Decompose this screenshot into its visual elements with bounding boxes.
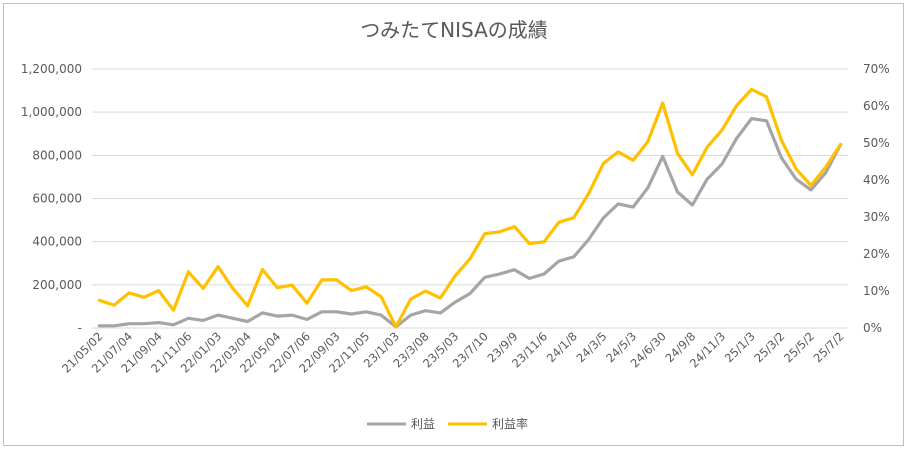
right-axis: 0% 10% 20% 30% 40% 50% 60% 70% — [863, 62, 890, 335]
right-tick-label: 0% — [863, 321, 882, 335]
legend: 利益 利益率 — [367, 416, 528, 431]
x-tick-label: 25/5/2 — [781, 329, 817, 365]
left-tick-label: 600,000 — [32, 192, 82, 206]
x-axis: 21/05/0221/07/0421/09/0421/11/0622/01/03… — [59, 329, 847, 375]
left-tick-label: 400,000 — [32, 235, 82, 249]
chart-frame — [3, 3, 904, 446]
right-tick-label: 10% — [863, 284, 890, 298]
legend-label-profit-rate: 利益率 — [492, 416, 528, 431]
x-tick-label: 24/3/5 — [573, 329, 609, 365]
right-tick-label: 20% — [863, 247, 890, 261]
series-line-profit — [97, 116, 843, 329]
x-tick-label: 25/3/2 — [751, 329, 787, 365]
left-tick-label: - — [78, 321, 82, 335]
gridlines — [92, 68, 848, 329]
right-tick-label: 40% — [863, 173, 890, 187]
legend-label-profit: 利益 — [411, 417, 435, 431]
right-tick-label: 60% — [863, 99, 890, 113]
right-tick-label: 70% — [863, 62, 890, 76]
right-tick-label: 30% — [863, 210, 890, 224]
series-layer — [97, 87, 843, 329]
chart-title: つみたてNISAの成績 — [360, 18, 548, 42]
series-line-profit-rate — [97, 87, 843, 329]
right-tick-label: 50% — [863, 136, 890, 150]
x-tick-label: 25/1/3 — [722, 329, 758, 365]
left-tick-label: 1,000,000 — [21, 105, 82, 119]
left-axis: - 200,000 400,000 600,000 800,000 1,000,000 1,… — [21, 62, 82, 335]
x-tick-label: 24/1/8 — [544, 329, 580, 365]
left-tick-label: 200,000 — [32, 278, 82, 292]
left-tick-label: 1,200,000 — [21, 62, 82, 76]
x-tick-label: 25/7/2 — [811, 329, 847, 365]
left-tick-label: 800,000 — [32, 148, 82, 162]
